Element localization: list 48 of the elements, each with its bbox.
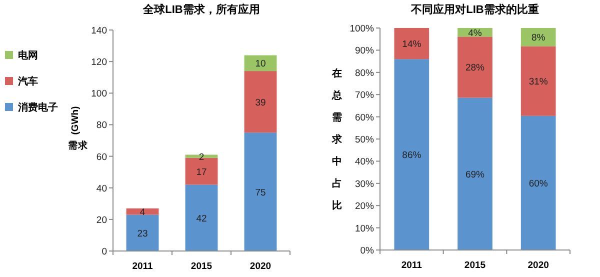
- data-label: 17: [196, 166, 207, 178]
- y-tick-label: 0%: [360, 246, 375, 256]
- y-axis-title: 在总需求中占比: [331, 68, 343, 212]
- y-tick-label: 40: [96, 183, 107, 194]
- y-tick-label: 20%: [354, 201, 375, 212]
- y-tick-label: 30%: [354, 178, 375, 190]
- chart-title: 全球LIB需求，所有应用: [142, 3, 260, 16]
- data-label: 31%: [528, 76, 548, 88]
- data-label: 4%: [468, 28, 482, 39]
- legend-label: 汽车: [17, 76, 38, 88]
- y-tick-label: 90%: [354, 46, 375, 57]
- text: 需求: [68, 140, 89, 152]
- data-label: 39: [255, 97, 266, 108]
- y-tick-label: 100: [91, 88, 107, 100]
- y-tick-label: 80: [96, 120, 107, 132]
- legend-label: 电网: [18, 50, 38, 62]
- legend-label: 消费电子: [17, 102, 58, 114]
- y-tick-label: 140: [91, 26, 107, 36]
- y-tick-label: 40%: [354, 156, 375, 168]
- data-label: 86%: [402, 150, 422, 162]
- y-tick-label: 0: [102, 246, 107, 258]
- data-label: 8%: [531, 32, 546, 44]
- y-tick-label: 70%: [354, 90, 375, 102]
- y-tick-label: 80%: [354, 68, 375, 79]
- y-tick-label: 10%: [354, 223, 375, 234]
- data-label: 69%: [465, 169, 486, 180]
- y-tick-label: 20: [96, 214, 107, 226]
- x-tick-label: 2011: [132, 261, 154, 272]
- data-label: 10: [255, 58, 266, 70]
- chart-title: 不同应用对LIB需求的比重: [410, 3, 539, 16]
- y-tick-label: 60: [96, 152, 107, 163]
- x-tick-label: 2020: [528, 260, 549, 271]
- x-tick-label: 2015: [464, 260, 486, 271]
- y-axis-title: (GWh): [70, 106, 81, 135]
- y-tick-label: 120: [91, 57, 107, 68]
- data-label: 42: [196, 213, 207, 224]
- x-tick-label: 2015: [190, 261, 213, 272]
- y-tick-label: 60%: [354, 112, 375, 124]
- y-tick-label: 100%: [350, 24, 375, 34]
- data-label: 60%: [528, 178, 548, 190]
- data-label: 75: [255, 187, 266, 198]
- data-label: 14%: [402, 39, 422, 50]
- x-tick-label: 2020: [250, 261, 272, 272]
- data-label: 23: [137, 228, 148, 240]
- y-tick-label: 50%: [354, 134, 375, 146]
- data-label: 28%: [465, 62, 486, 74]
- x-tick-label: 2011: [401, 260, 423, 271]
- data-label: 4: [140, 207, 146, 218]
